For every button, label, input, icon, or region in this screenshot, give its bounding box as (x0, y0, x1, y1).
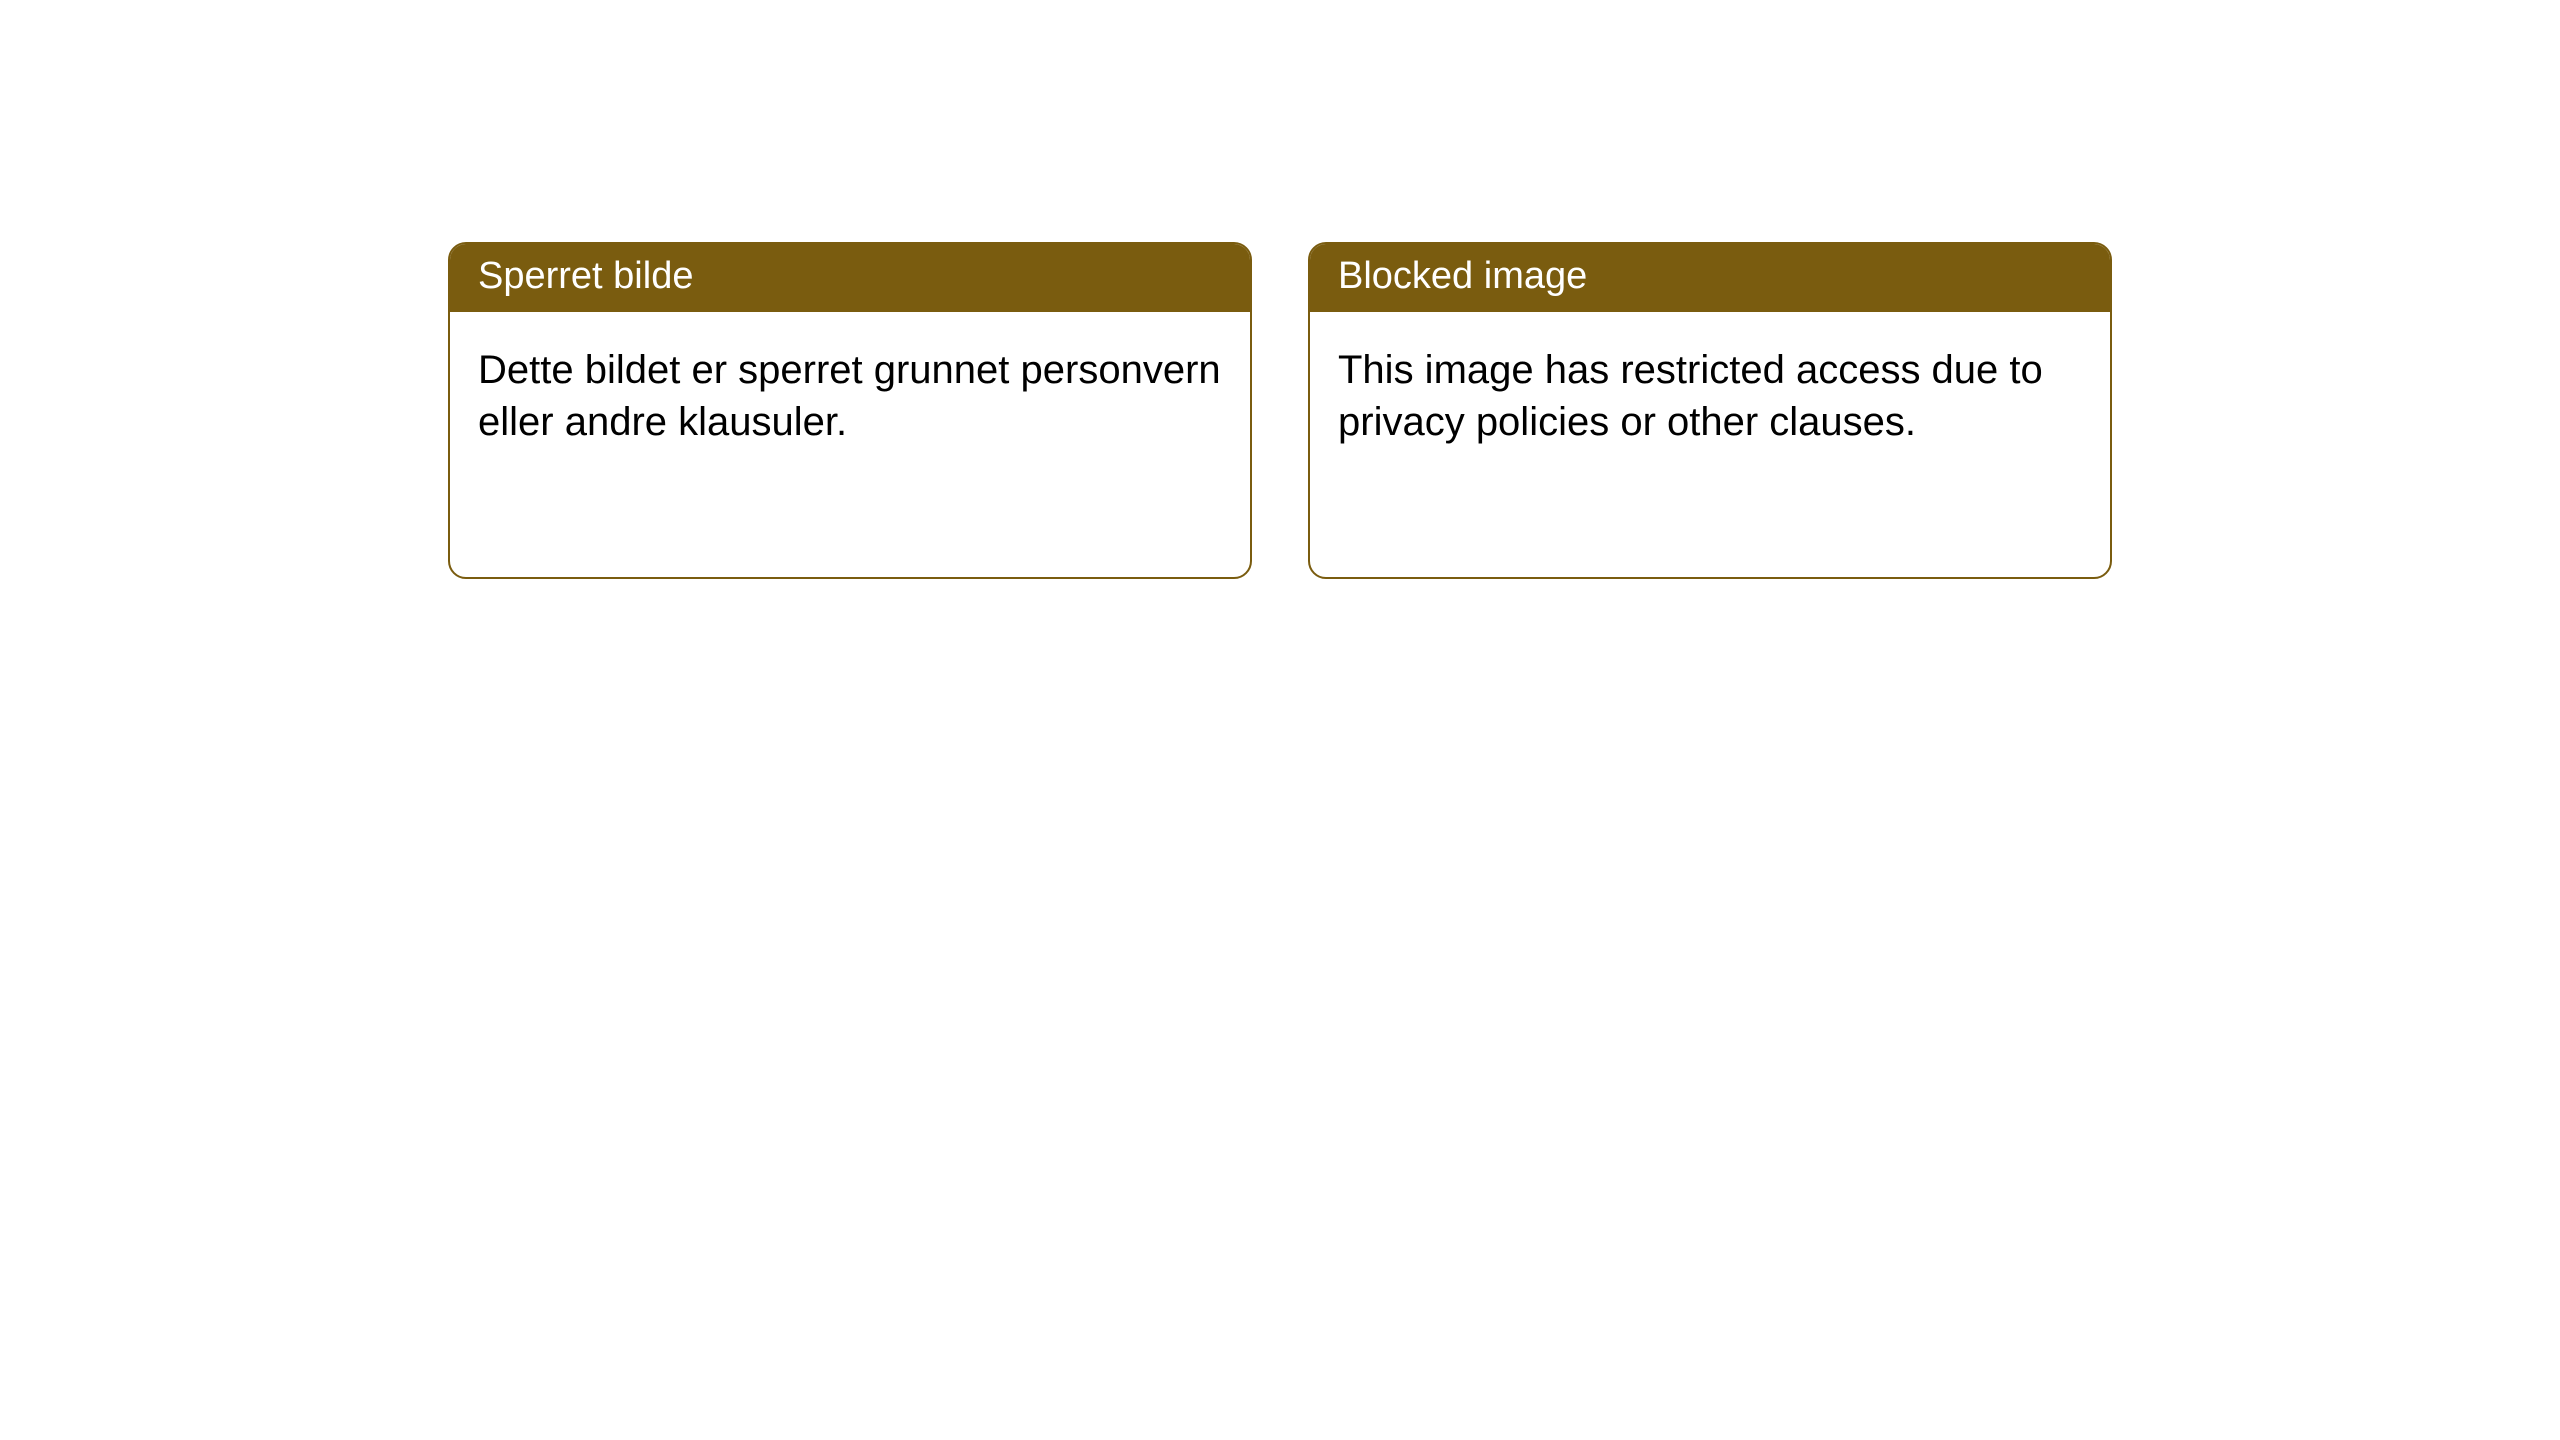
notice-title: Blocked image (1310, 244, 2110, 312)
notice-body: Dette bildet er sperret grunnet personve… (450, 312, 1250, 480)
notice-title: Sperret bilde (450, 244, 1250, 312)
notice-container: Sperret bilde Dette bildet er sperret gr… (448, 242, 2112, 579)
notice-card-norwegian: Sperret bilde Dette bildet er sperret gr… (448, 242, 1252, 579)
notice-body: This image has restricted access due to … (1310, 312, 2110, 480)
notice-card-english: Blocked image This image has restricted … (1308, 242, 2112, 579)
